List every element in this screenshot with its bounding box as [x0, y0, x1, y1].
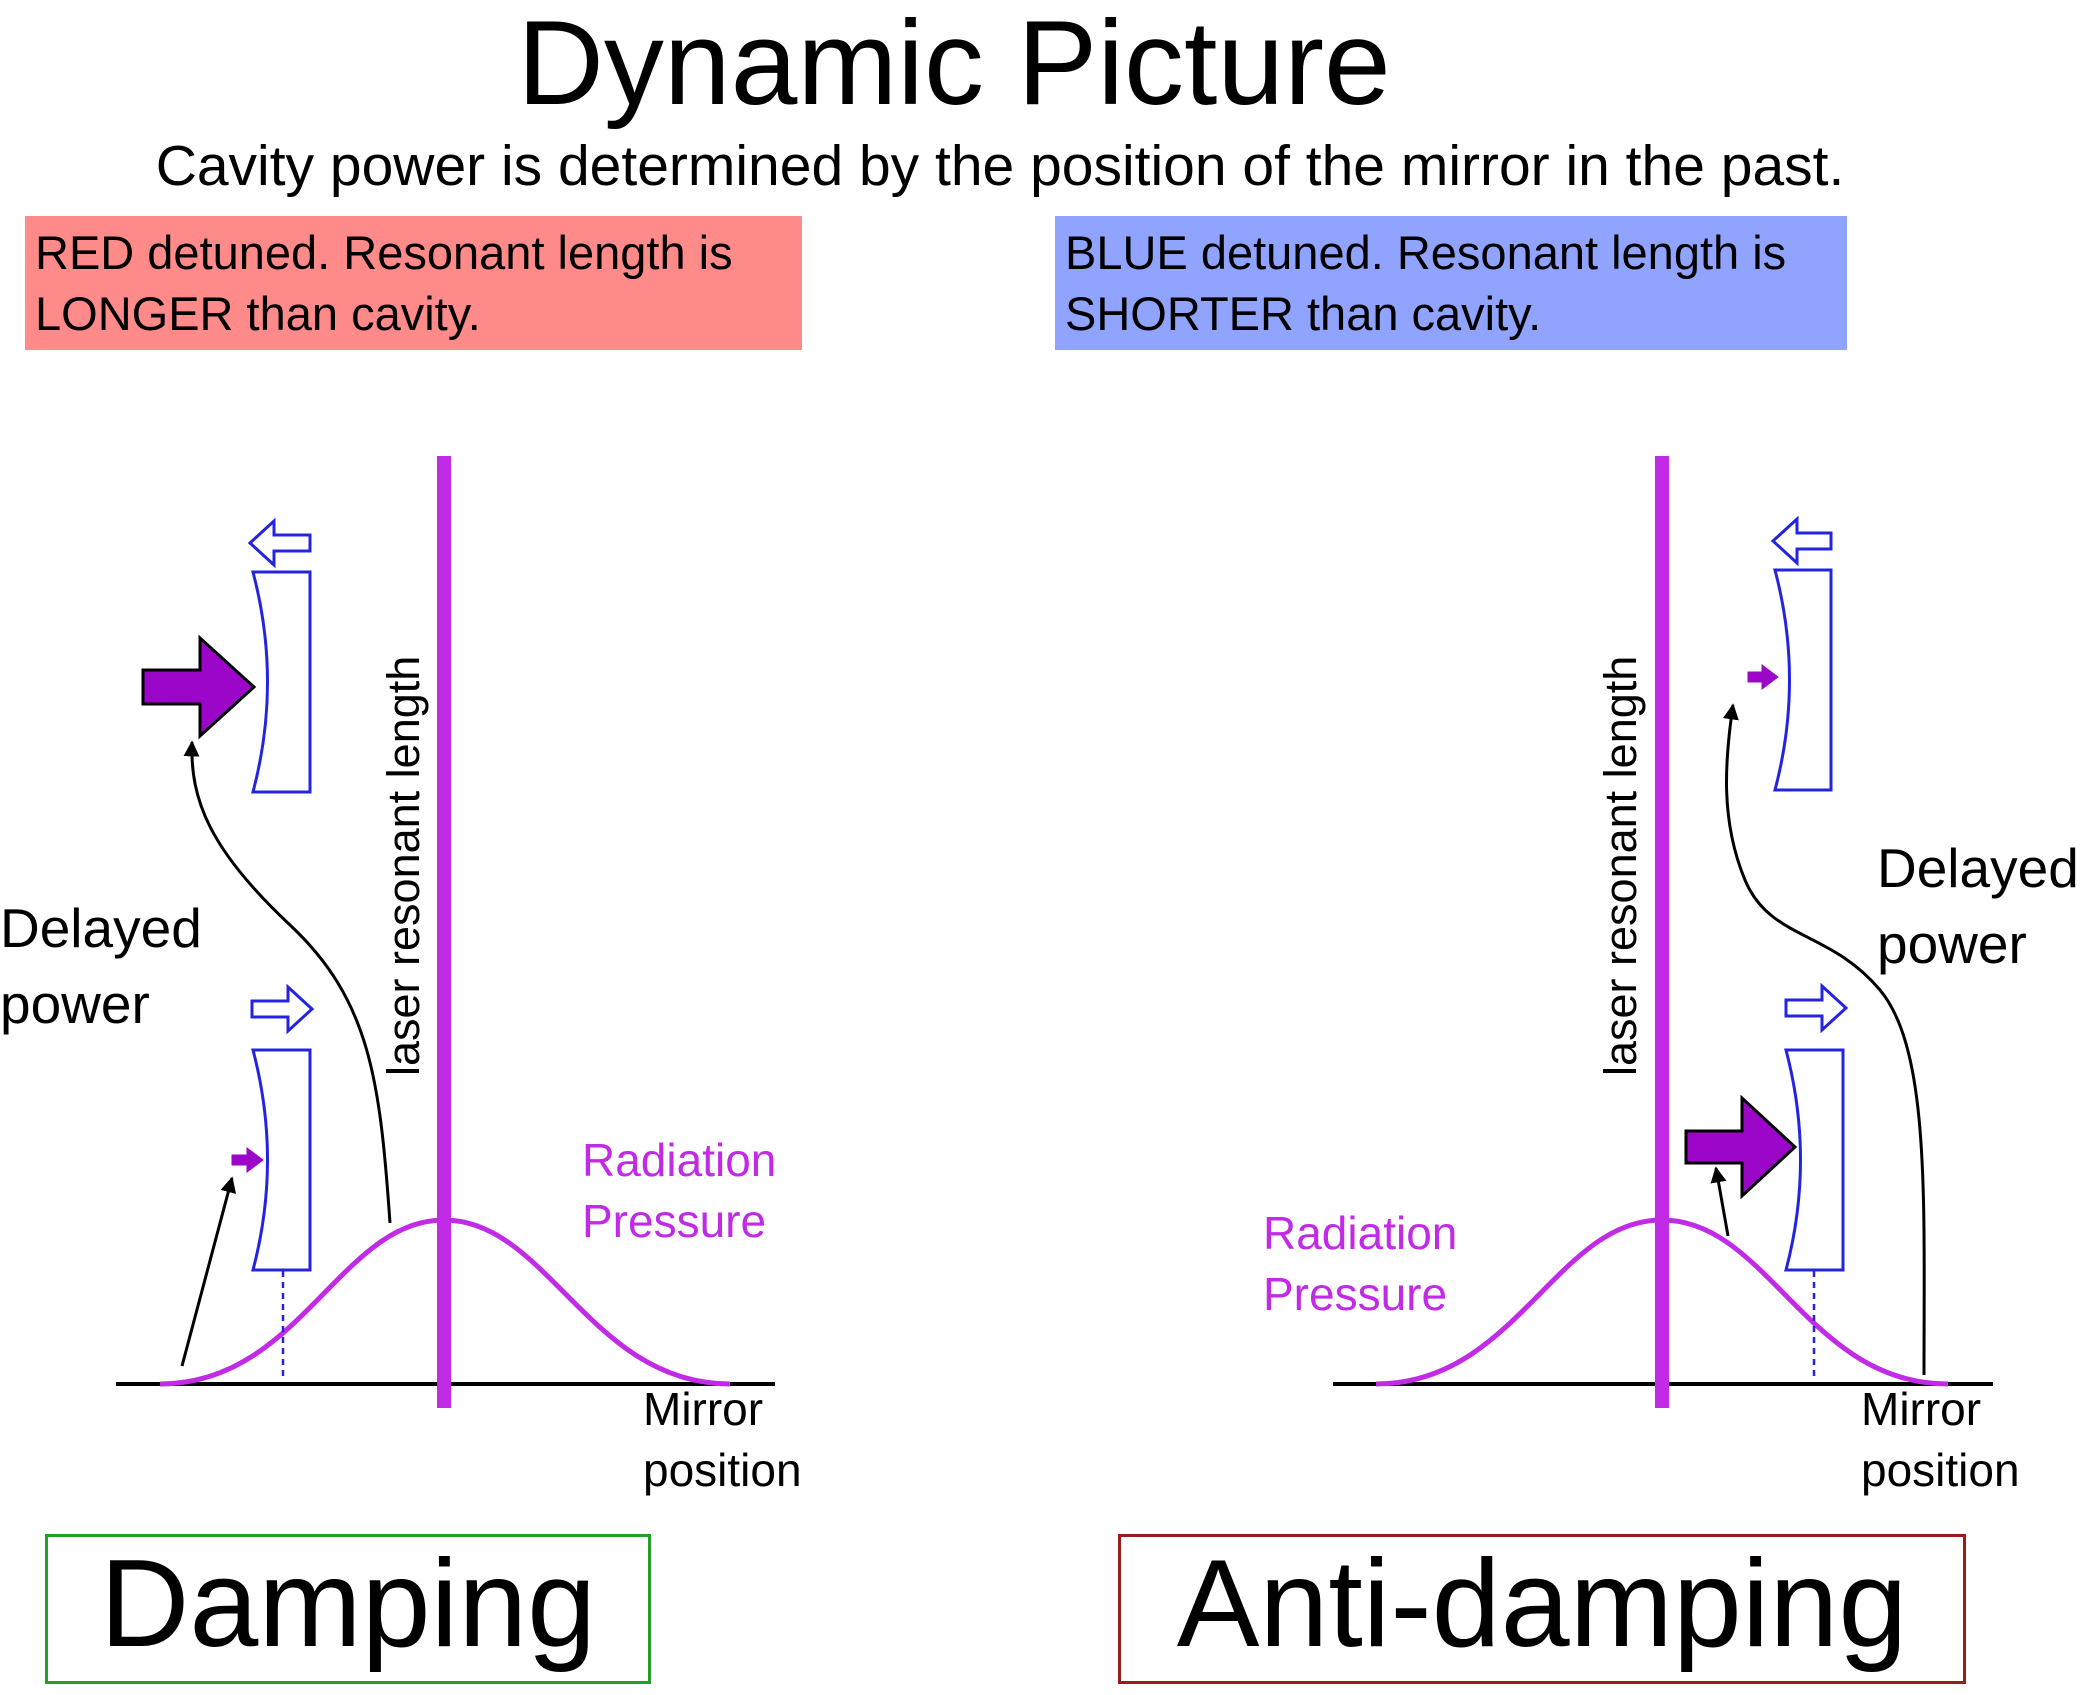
mirror-icon	[1784, 1048, 1845, 1272]
damping-label: Damping	[99, 1535, 597, 1673]
anti-damping-label: Anti-damping	[1176, 1535, 1908, 1673]
blue-detuned-box: BLUE detuned. Resonant length is SHORTER…	[1055, 216, 1847, 350]
right-delayed-line-2: power	[1877, 913, 2027, 975]
left-delayed-line-2: power	[0, 973, 150, 1035]
mirror-icon	[1773, 568, 1833, 792]
small-delay-arrow	[1710, 1166, 1730, 1237]
red-detuned-box: RED detuned. Resonant length is LONGER t…	[25, 216, 802, 350]
force-arrow-icon	[1684, 1094, 1798, 1200]
right-radiation-line-1: Radiation	[1263, 1207, 1458, 1259]
right-diagram	[1333, 456, 1993, 1408]
right-resonant-length-label: laser resonant length	[1595, 655, 1646, 1076]
mirror-icon	[251, 570, 312, 794]
red-detuned-line-2: LONGER than cavity.	[35, 287, 481, 340]
blue-detuned-line-1: BLUE detuned. Resonant length is	[1065, 226, 1787, 279]
hollow-arrow-right-icon	[1784, 982, 1849, 1034]
right-delayed-line-1: Delayed	[1877, 837, 2079, 899]
left-radiation-line-1: Radiation	[582, 1134, 777, 1186]
damping-result-box: Damping	[45, 1534, 651, 1684]
hollow-arrow-right-icon	[250, 983, 315, 1035]
force-arrow-icon	[231, 1147, 264, 1173]
left-axis-line-1: Mirror	[643, 1383, 764, 1435]
red-detuned-line-1: RED detuned. Resonant length is	[35, 226, 733, 279]
hollow-arrow-left-icon	[247, 517, 312, 569]
left-delayed-line-1: Delayed	[0, 897, 202, 959]
mirror-icon	[251, 1048, 312, 1272]
left-resonant-length-label: laser resonant length	[378, 655, 429, 1076]
left-radiation-pressure-label: Radiation Pressure	[582, 1130, 776, 1252]
left-delayed-power-label: Delayed power	[0, 890, 202, 1042]
left-axis-line-2: position	[643, 1444, 802, 1496]
right-delayed-power-label: Delayed power	[1877, 830, 2079, 982]
right-axis-label: Mirror position	[1861, 1379, 2020, 1501]
left-radiation-line-2: Pressure	[582, 1195, 767, 1247]
delayed-power-arrow	[183, 740, 392, 1224]
left-diagram	[116, 456, 775, 1408]
hollow-arrow-left-icon	[1770, 515, 1833, 567]
page-title: Dynamic Picture	[517, 0, 1391, 130]
right-axis-line-2: position	[1861, 1444, 2020, 1496]
right-radiation-line-2: Pressure	[1263, 1268, 1448, 1320]
right-axis-line-1: Mirror	[1861, 1383, 1982, 1435]
force-arrow-icon	[141, 634, 257, 740]
anti-damping-result-box: Anti-damping	[1118, 1534, 1966, 1684]
blue-detuned-line-2: SHORTER than cavity.	[1065, 287, 1542, 340]
page-subtitle: Cavity power is determined by the positi…	[155, 134, 1845, 198]
delayed-power-arrow	[1723, 703, 1926, 1376]
force-arrow-icon	[1747, 664, 1779, 690]
right-radiation-pressure-label: Radiation Pressure	[1263, 1203, 1457, 1325]
small-delay-arrow	[180, 1176, 237, 1367]
left-axis-label: Mirror position	[643, 1379, 802, 1501]
